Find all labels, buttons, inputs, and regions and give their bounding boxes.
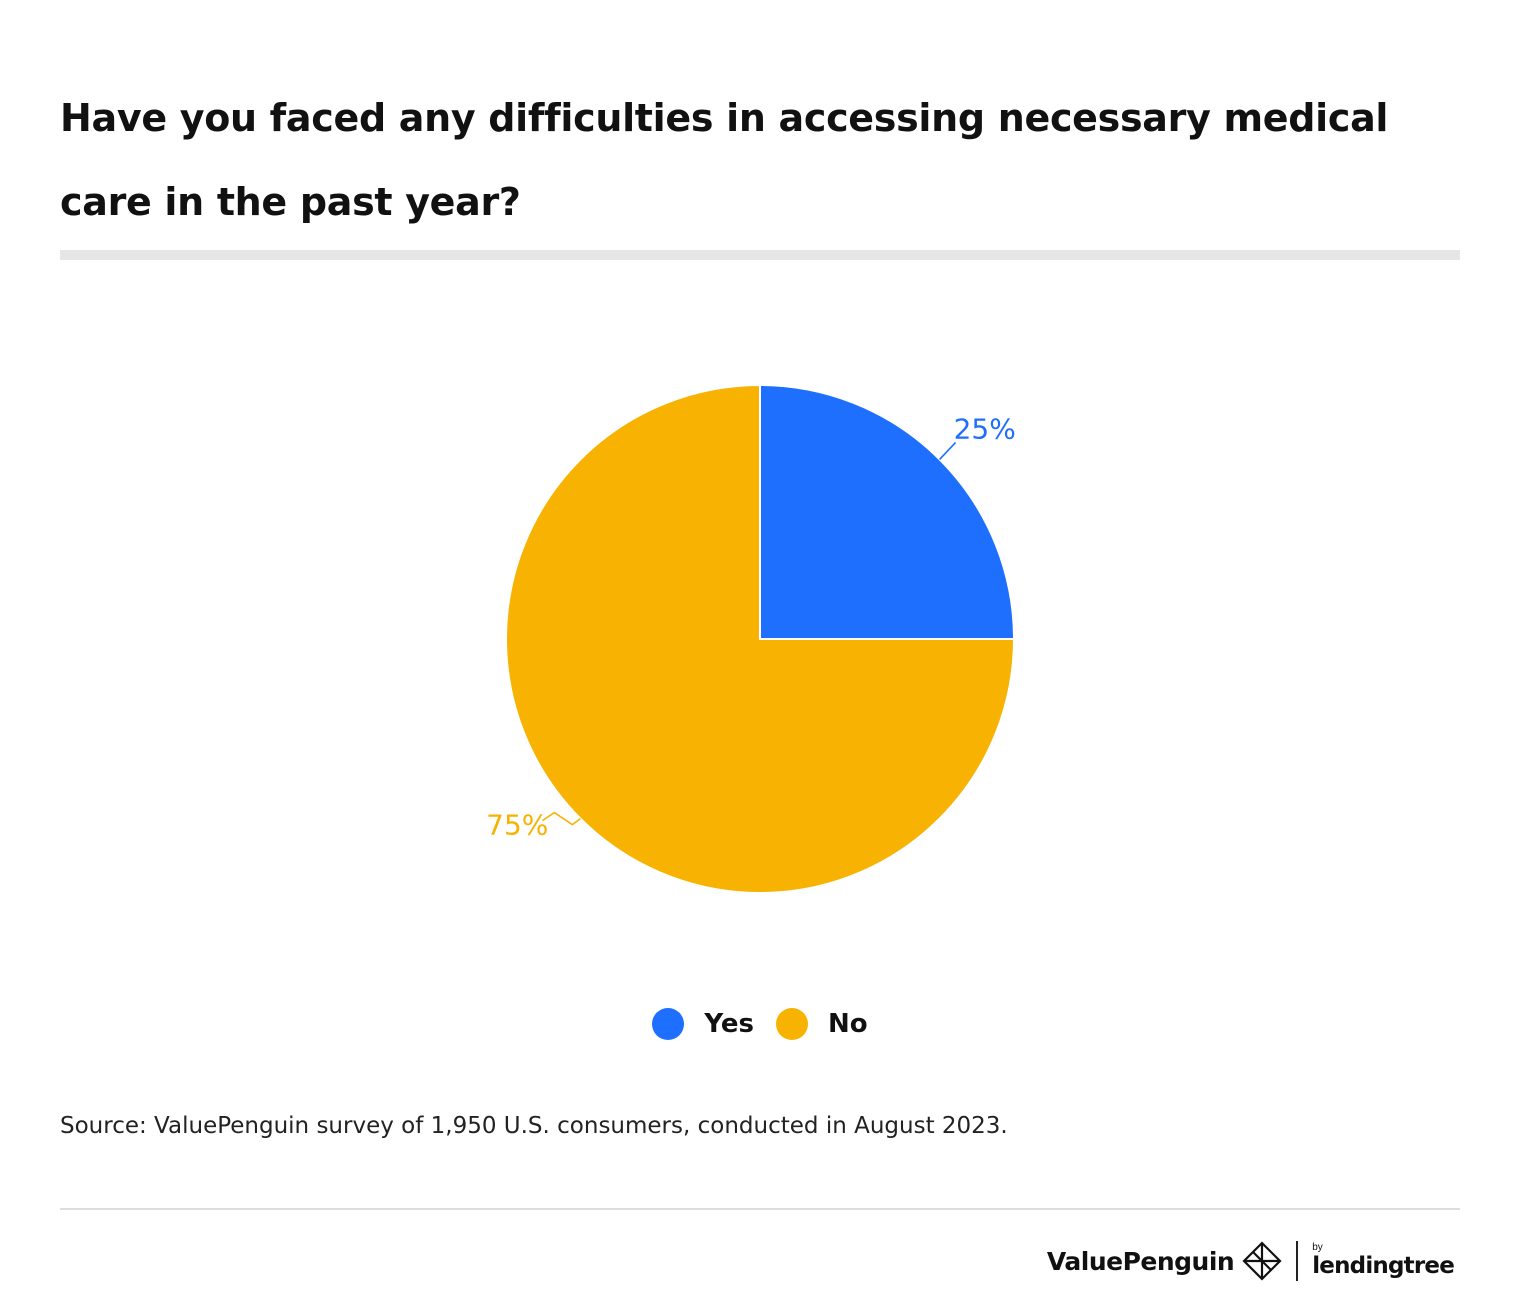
chart-legend: Yes No <box>0 1008 1520 1040</box>
brand-divider <box>1296 1241 1299 1281</box>
legend-swatch-yes <box>652 1008 685 1040</box>
chart-title: Have you faced any difficulties in acces… <box>60 96 1389 224</box>
source-note: Source: ValuePenguin survey of 1,950 U.S… <box>60 1113 1008 1139</box>
legend-item-no: No <box>775 1008 868 1040</box>
valuepenguin-icon <box>1242 1241 1282 1281</box>
brand-logo: ValuePenguin by lendingtree <box>1046 1238 1455 1284</box>
legend-label-yes: Yes <box>704 1009 754 1039</box>
leader-line-no <box>541 811 581 826</box>
slice-label-yes: 25% <box>954 412 1016 445</box>
slice-label-no: 75% <box>486 809 548 842</box>
pie-slice-no <box>505 383 1016 894</box>
legend-swatch-no <box>775 1008 808 1040</box>
lendingtree-wordmark: lendingtree <box>1312 1253 1455 1279</box>
legend-item-yes: Yes <box>652 1008 754 1040</box>
lendingtree-logo: by lendingtree <box>1312 1242 1455 1280</box>
pie-slice-yes <box>759 383 1016 640</box>
footer-divider <box>60 1208 1460 1210</box>
brand-by-label: by <box>1312 1242 1323 1253</box>
leader-line-yes <box>939 441 957 460</box>
valuepenguin-wordmark: ValuePenguin <box>1046 1246 1235 1276</box>
legend-label-no: No <box>827 1009 868 1039</box>
title-divider <box>60 250 1460 260</box>
